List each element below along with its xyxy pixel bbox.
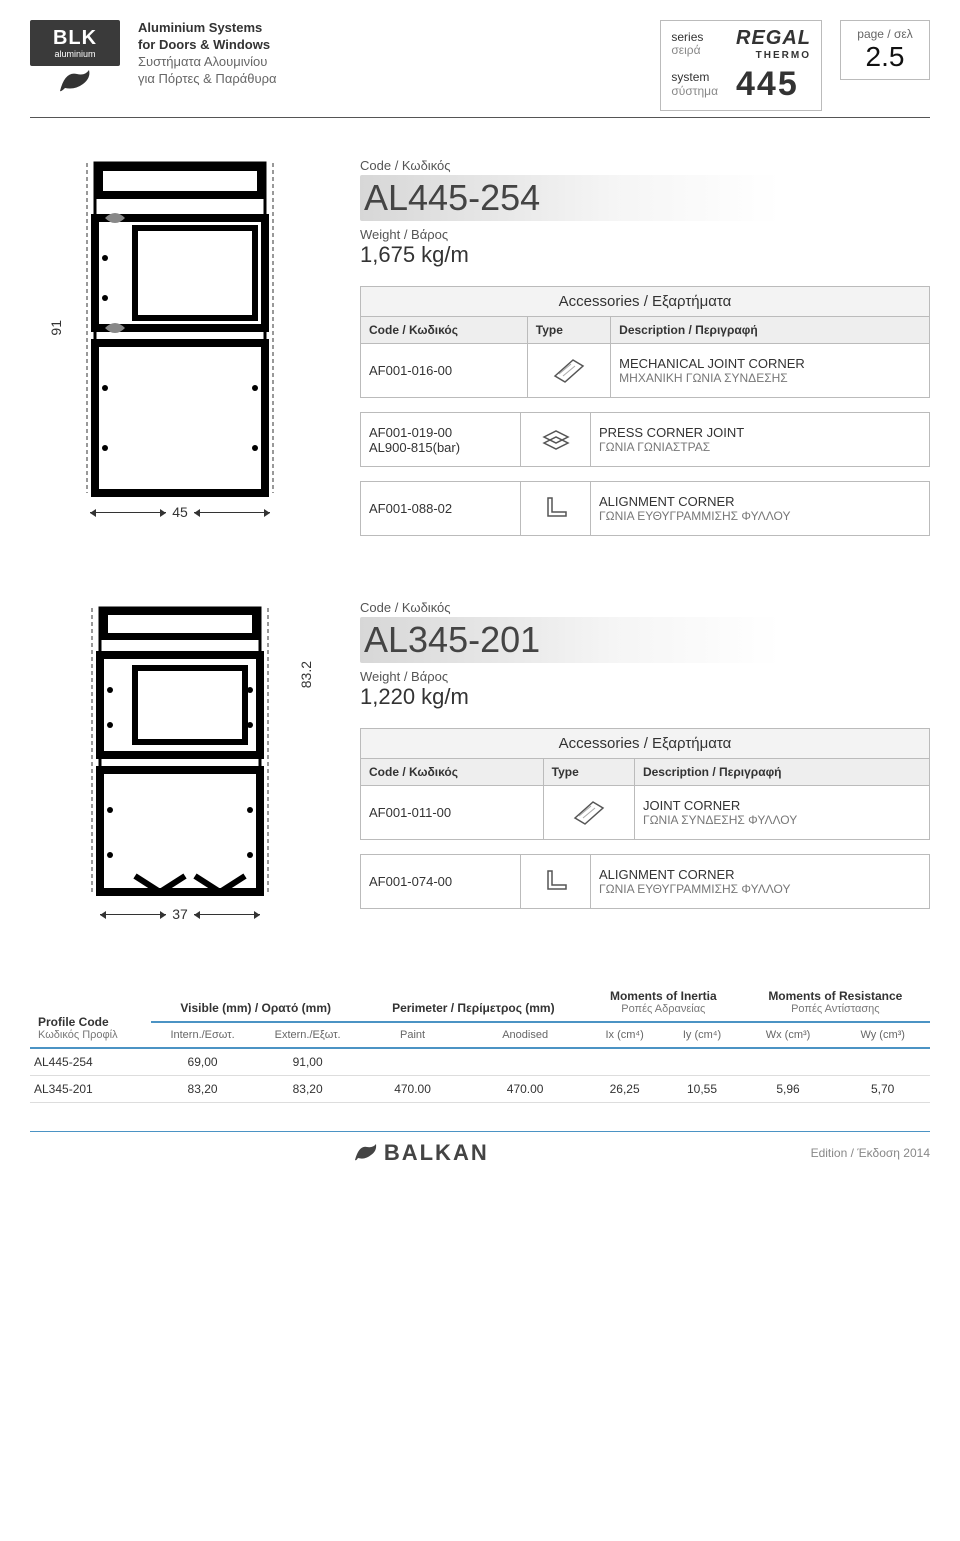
system-number: 445 [736, 65, 811, 104]
page-header: BLK aluminium Aluminium Systems for Door… [30, 20, 930, 118]
dimension-horizontal-2: 37 [100, 906, 260, 922]
product-section-1: 91 [30, 158, 930, 550]
blk-logo: BLK aluminium [30, 20, 120, 96]
brand-thermo: THERMO [736, 50, 811, 61]
product-code-2: AL345-201 [360, 617, 780, 663]
footer-edition: Edition / Έκδοση 2014 [811, 1146, 930, 1160]
logo-text: BLK [53, 28, 97, 48]
profile-svg-1 [75, 158, 285, 498]
profile-drawing-1: 91 [30, 158, 330, 520]
logo-sub: aluminium [54, 50, 95, 59]
table-row: AF001-016-00 MECHANICAL JOINT CORNER ΜΗΧ… [361, 344, 930, 398]
table-row: AF001-088-02 ALIGNMENT CORNER ΓΩΝΙΑ ΕΥΘΥ… [361, 482, 930, 536]
accessories-table-2: Accessories / Εξαρτήματα Code / Κωδικός … [360, 728, 930, 840]
series-system-box: series σειρά REGAL THERMO system σύστημα… [660, 20, 822, 111]
table-row: AL445-254 69,00 91,00 [30, 1048, 930, 1076]
page-footer: BALKAN Edition / Έκδοση 2014 [30, 1131, 930, 1166]
page-number-box: page / σελ 2.5 [840, 20, 930, 80]
product-info-1: Code / Κωδικός AL445-254 Weight / Βάρος … [360, 158, 930, 550]
wedge-icon [543, 786, 634, 840]
table-row: AL345-201 83,20 83,20 470.00 470.00 26,2… [30, 1076, 930, 1103]
table-row: AF001-011-00 JOINT CORNER ΓΩΝΙΑ ΣΥΝΔΕΣΗΣ… [361, 786, 930, 840]
product-code-1: AL445-254 [360, 175, 780, 221]
product-info-2: Code / Κωδικός AL345-201 Weight / Βάρος … [360, 600, 930, 923]
product-section-2: 83.2 37 Code / Κωδικός AL345-201 Weight … [30, 600, 930, 923]
stack-icon [521, 413, 591, 467]
table-row: AF001-074-00 ALIGNMENT CORNER ΓΩΝΙΑ ΕΥΘΥ… [361, 855, 930, 909]
table-row: AF001-019-00 AL900-815(bar) PRESS CORNER… [361, 413, 930, 467]
dragon-icon [352, 1142, 378, 1164]
product-weight-2: 1,220 kg/m [360, 684, 930, 710]
lcorner-icon [521, 855, 591, 909]
accessories-table-1c: AF001-088-02 ALIGNMENT CORNER ΓΩΝΙΑ ΕΥΘΥ… [360, 481, 930, 536]
product-weight-1: 1,675 kg/m [360, 242, 930, 268]
footer-brand: BALKAN [352, 1140, 489, 1166]
profile-svg-2 [80, 600, 280, 900]
specs-table-wrap: Profile Code Κωδικός Προφίλ Visible (mm)… [30, 983, 930, 1103]
header-titles: Aluminium Systems for Doors & Windows Συ… [138, 20, 277, 88]
specs-table: Profile Code Κωδικός Προφίλ Visible (mm)… [30, 983, 930, 1103]
accessories-table-1b: AF001-019-00 AL900-815(bar) PRESS CORNER… [360, 412, 930, 467]
accessories-table-1: Accessories / Εξαρτήματα Code / Κωδικός … [360, 286, 930, 398]
dimension-vertical-1: 91 [41, 158, 71, 498]
dimension-vertical-2: 83.2 [298, 610, 314, 740]
brand-regal: REGAL [736, 27, 811, 50]
wedge-icon [527, 344, 610, 398]
accessories-table-2b: AF001-074-00 ALIGNMENT CORNER ΓΩΝΙΑ ΕΥΘΥ… [360, 854, 930, 909]
profile-drawing-2: 83.2 37 [30, 600, 330, 922]
dimension-horizontal-1: 45 [90, 504, 270, 520]
lcorner-icon [521, 482, 591, 536]
dragon-icon [55, 66, 95, 96]
